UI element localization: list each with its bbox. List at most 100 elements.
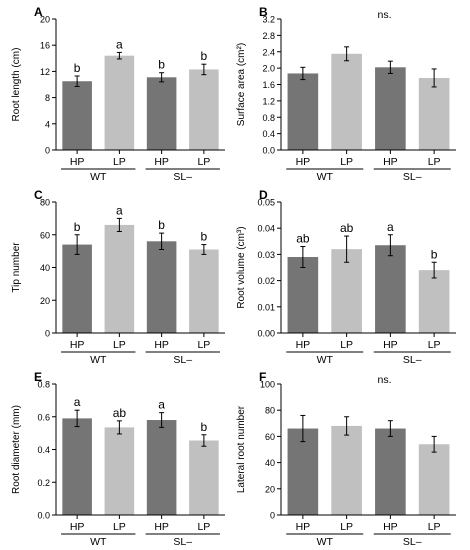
bar (62, 244, 92, 333)
panel-label: A (34, 5, 43, 19)
x-tick-label: LP (197, 156, 210, 168)
bar (418, 77, 450, 150)
y-tick-label: 40 (40, 263, 50, 273)
y-tick-label: 20 (265, 484, 275, 494)
chart-panel-a: A Root length (cm) b HP a LP b HP b LP 0 4 8 12 16 20 WT… (11, 5, 225, 183)
y-tick-label: 0.8 (37, 380, 50, 390)
y-tick-label: 1.6 (262, 80, 275, 90)
x-tick-label: HP (70, 521, 85, 533)
significance-letter: a (158, 398, 165, 412)
chart-panel-c: C Tip number b HP a LP b HP b LP 0 20 40 60 80 WT SL– (11, 188, 225, 366)
significance-letter: ab (296, 232, 310, 246)
chart-panel-e: E Root diameter (mm) a HP ab LP a HP b LP 0.0 0.2 0.… (11, 370, 225, 548)
group-label: SL– (403, 354, 422, 366)
significance-letter: a (387, 220, 394, 234)
panel-label: D (259, 188, 268, 202)
bar (189, 249, 219, 333)
y-tick-label: 2.4 (262, 47, 275, 57)
y-tick-label: 16 (40, 41, 50, 51)
y-axis-label: Root diameter (mm) (11, 405, 22, 494)
significance-letter: b (158, 58, 165, 72)
y-axis-label: Surface area (cm²) (236, 43, 247, 126)
x-tick-label: LP (197, 339, 210, 351)
panel-label: C (34, 188, 43, 202)
significance-letter: ab (340, 221, 354, 235)
group-label: SL– (403, 536, 422, 548)
y-tick-label: 0.4 (262, 129, 275, 139)
group-label: WT (90, 354, 107, 366)
bar (62, 418, 92, 515)
bar (418, 444, 450, 515)
significance-letter: ab (113, 406, 127, 420)
y-tick-label: 1.2 (262, 96, 275, 106)
x-tick-label: LP (340, 156, 353, 168)
ns-annotation: ns. (377, 9, 391, 21)
x-tick-label: HP (296, 156, 311, 168)
y-tick-label: 0 (45, 329, 50, 339)
x-tick-label: HP (296, 521, 311, 533)
group-label: WT (317, 536, 334, 548)
bar (287, 73, 319, 150)
panel-label: E (34, 370, 42, 384)
y-tick-label: 0.0 (262, 146, 275, 156)
chart-panel-f: F Lateral root number HP LP HP LP 0 20 40 60 80 100… (236, 370, 456, 548)
significance-letter: b (431, 247, 438, 261)
y-tick-label: 80 (265, 406, 275, 416)
bar (331, 425, 362, 515)
group-label: SL– (173, 536, 192, 548)
group-label: WT (317, 354, 334, 366)
y-tick-label: 0.05 (257, 198, 275, 208)
y-tick-label: 0.03 (257, 250, 275, 260)
ns-annotation: ns. (377, 374, 391, 386)
panel-label: B (259, 5, 268, 19)
y-tick-label: 0.8 (262, 113, 275, 123)
x-tick-label: HP (154, 521, 169, 533)
significance-letter: a (74, 395, 81, 409)
bar (375, 67, 406, 150)
y-tick-label: 60 (265, 432, 275, 442)
y-tick-label: 12 (40, 67, 50, 77)
bar (375, 428, 406, 515)
y-axis-label: Root length (cm) (11, 48, 22, 122)
bar (331, 53, 362, 150)
bar (104, 427, 135, 515)
bar (189, 440, 219, 515)
x-tick-label: HP (383, 339, 398, 351)
x-tick-label: HP (296, 339, 311, 351)
x-tick-label: LP (113, 521, 126, 533)
y-tick-label: 8 (45, 93, 50, 103)
bar (62, 81, 92, 150)
y-tick-label: 0.6 (37, 412, 50, 422)
x-tick-label: LP (340, 339, 353, 351)
group-label: WT (90, 171, 107, 183)
chart-panel-d: D Root volume (cm³) ab HP ab LP a HP b LP 0.00 0.01… (236, 188, 456, 366)
y-tick-label: 0 (45, 146, 50, 156)
y-tick-label: 0.01 (257, 302, 275, 312)
y-tick-label: 4 (45, 119, 50, 129)
y-tick-label: 3.2 (262, 15, 275, 25)
x-tick-label: LP (113, 339, 126, 351)
x-tick-label: LP (428, 521, 441, 533)
significance-letter: a (116, 203, 123, 217)
significance-letter: b (74, 61, 81, 75)
bar (418, 270, 450, 333)
y-tick-label: 0.0 (37, 511, 50, 521)
x-tick-label: LP (113, 156, 126, 168)
group-label: WT (317, 171, 334, 183)
x-tick-label: HP (383, 156, 398, 168)
y-tick-label: 60 (40, 230, 50, 240)
significance-letter: a (116, 37, 123, 51)
y-tick-label: 0.4 (37, 445, 50, 455)
y-tick-label: 0 (270, 511, 275, 521)
x-tick-label: HP (154, 156, 169, 168)
y-tick-label: 20 (40, 296, 50, 306)
x-tick-label: HP (154, 339, 169, 351)
y-axis-label: Lateral root number (236, 405, 247, 493)
y-tick-label: 2.8 (262, 31, 275, 41)
bar (146, 420, 177, 515)
group-label: SL– (173, 171, 192, 183)
y-tick-label: 0.04 (257, 224, 275, 234)
significance-letter: b (74, 220, 81, 234)
x-tick-label: LP (340, 521, 353, 533)
